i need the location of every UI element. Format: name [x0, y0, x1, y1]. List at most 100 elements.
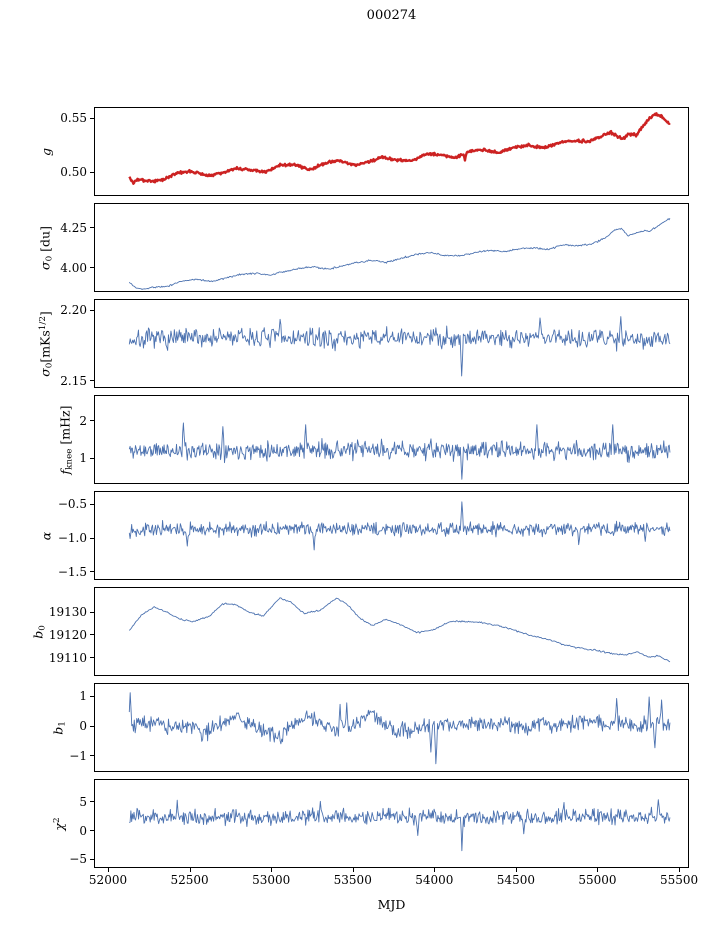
panel-sigma0-du	[94, 203, 689, 292]
x-tick-mark	[271, 868, 273, 872]
y-axis-label-segment: σ	[37, 260, 53, 270]
y-tick-label: −1.5	[57, 564, 87, 579]
y-tick-mark	[90, 657, 94, 659]
series-plot-g	[128, 112, 671, 185]
y-axis-label-segment: 2	[52, 816, 63, 823]
y-tick-mark	[90, 117, 94, 119]
y-axis-label-segment: α	[38, 531, 54, 540]
y-axis-label-segment: χ	[51, 822, 67, 831]
data-line-fknee	[128, 422, 671, 480]
y-axis-label-b1: b1	[51, 721, 68, 735]
y-tick-label: 5	[79, 794, 87, 809]
y-tick-mark	[90, 457, 94, 459]
panel-b0	[94, 587, 689, 676]
y-tick-mark	[90, 380, 94, 382]
panel-sigma0-mks	[94, 299, 689, 388]
panel-b1	[94, 683, 689, 772]
series-plot-alpha	[128, 501, 671, 551]
y-axis-label-segment: g	[38, 147, 54, 156]
panel-g	[94, 107, 689, 196]
y-tick-label: −0.5	[57, 497, 87, 512]
y-tick-mark	[90, 571, 94, 573]
y-axis-label-sigma0-mks: σ0[mKs1/2]	[37, 311, 54, 377]
y-tick-mark	[90, 695, 94, 697]
y-axis-label-b0: b0	[30, 625, 47, 639]
y-axis-label-segment: [mKs	[37, 329, 53, 363]
y-tick-mark	[90, 725, 94, 727]
y-tick-mark	[90, 420, 94, 422]
y-tick-label: 1	[79, 689, 87, 704]
y-tick-mark	[90, 227, 94, 229]
data-line-alpha	[128, 501, 671, 551]
y-axis-label-segment: 0	[44, 362, 55, 368]
y-tick-mark	[90, 858, 94, 860]
x-tick-mark	[108, 868, 110, 872]
y-tick-mark	[90, 503, 94, 505]
x-tick-mark	[679, 868, 681, 872]
y-axis-label-segment: 1	[57, 720, 68, 727]
data-line-sigma0-du	[128, 217, 671, 290]
y-axis-label-segment: b	[50, 726, 66, 735]
x-tick-label: 53000	[252, 873, 291, 887]
y-axis-label-fknee: fknee [mHz]	[58, 405, 75, 474]
series-plot-fknee	[128, 422, 671, 480]
data-line-b0	[128, 597, 671, 663]
x-tick-label: 53500	[333, 873, 372, 887]
y-tick-mark	[90, 830, 94, 832]
panel-alpha	[94, 491, 689, 580]
y-tick-mark	[90, 537, 94, 539]
y-axis-label-segment: ]	[37, 310, 53, 316]
data-line-sigma0-mks	[128, 316, 671, 377]
y-tick-label: 0	[79, 823, 87, 838]
y-axis-label-segment: [du]	[37, 225, 53, 256]
y-axis-label-sigma0-du: σ0 [du]	[37, 226, 54, 270]
y-tick-label: 4.25	[60, 220, 87, 235]
y-axis-label-segment: 1/2	[37, 315, 48, 330]
y-tick-mark	[90, 267, 94, 269]
x-tick-label: 54500	[496, 873, 535, 887]
y-tick-label: 4.00	[60, 260, 87, 275]
y-axis-label-g: g	[38, 147, 53, 155]
y-tick-label: −1.0	[57, 531, 87, 546]
y-tick-label: 0.50	[60, 165, 87, 180]
series-plot-b0	[128, 597, 671, 663]
x-axis-label: MJD	[377, 897, 406, 912]
series-plot-chi2	[129, 799, 671, 852]
y-tick-mark	[90, 171, 94, 173]
panel-chi2	[94, 779, 689, 868]
y-tick-label: 2.15	[60, 373, 87, 388]
y-axis-label-segment: f	[57, 469, 73, 475]
y-tick-label: 19130	[48, 605, 87, 620]
y-axis-label-segment: 0	[37, 624, 48, 631]
y-axis-label-chi2: χ2	[52, 817, 67, 830]
y-axis-label-segment: 0	[44, 255, 55, 261]
y-axis-label-segment: knee	[64, 448, 75, 470]
y-tick-label: 2.20	[60, 303, 87, 318]
y-tick-mark	[90, 634, 94, 636]
x-tick-mark	[597, 868, 599, 872]
y-tick-mark	[90, 801, 94, 803]
series-plot-b1	[128, 692, 671, 765]
x-tick-mark	[434, 868, 436, 872]
y-tick-label: 19110	[48, 650, 87, 665]
x-tick-mark	[515, 868, 517, 872]
y-tick-label: −5	[69, 852, 87, 867]
x-tick-label: 52500	[170, 873, 209, 887]
y-tick-label: 0.55	[60, 111, 87, 126]
y-axis-label-segment: σ	[37, 367, 53, 377]
y-tick-mark	[90, 309, 94, 311]
x-tick-mark	[352, 868, 354, 872]
y-axis-label-alpha: α	[38, 531, 53, 539]
y-tick-label: 19120	[48, 627, 87, 642]
y-tick-label: 0	[79, 719, 87, 734]
y-axis-label-segment: [mHz]	[57, 404, 73, 449]
data-line-chi2	[129, 799, 671, 852]
panel-fknee	[94, 395, 689, 484]
y-tick-mark	[90, 611, 94, 613]
x-tick-mark	[189, 868, 191, 872]
y-tick-mark	[90, 755, 94, 757]
data-line-b1	[128, 692, 671, 765]
series-plot-sigma0-mks	[128, 316, 671, 377]
x-tick-label: 55500	[659, 873, 699, 887]
